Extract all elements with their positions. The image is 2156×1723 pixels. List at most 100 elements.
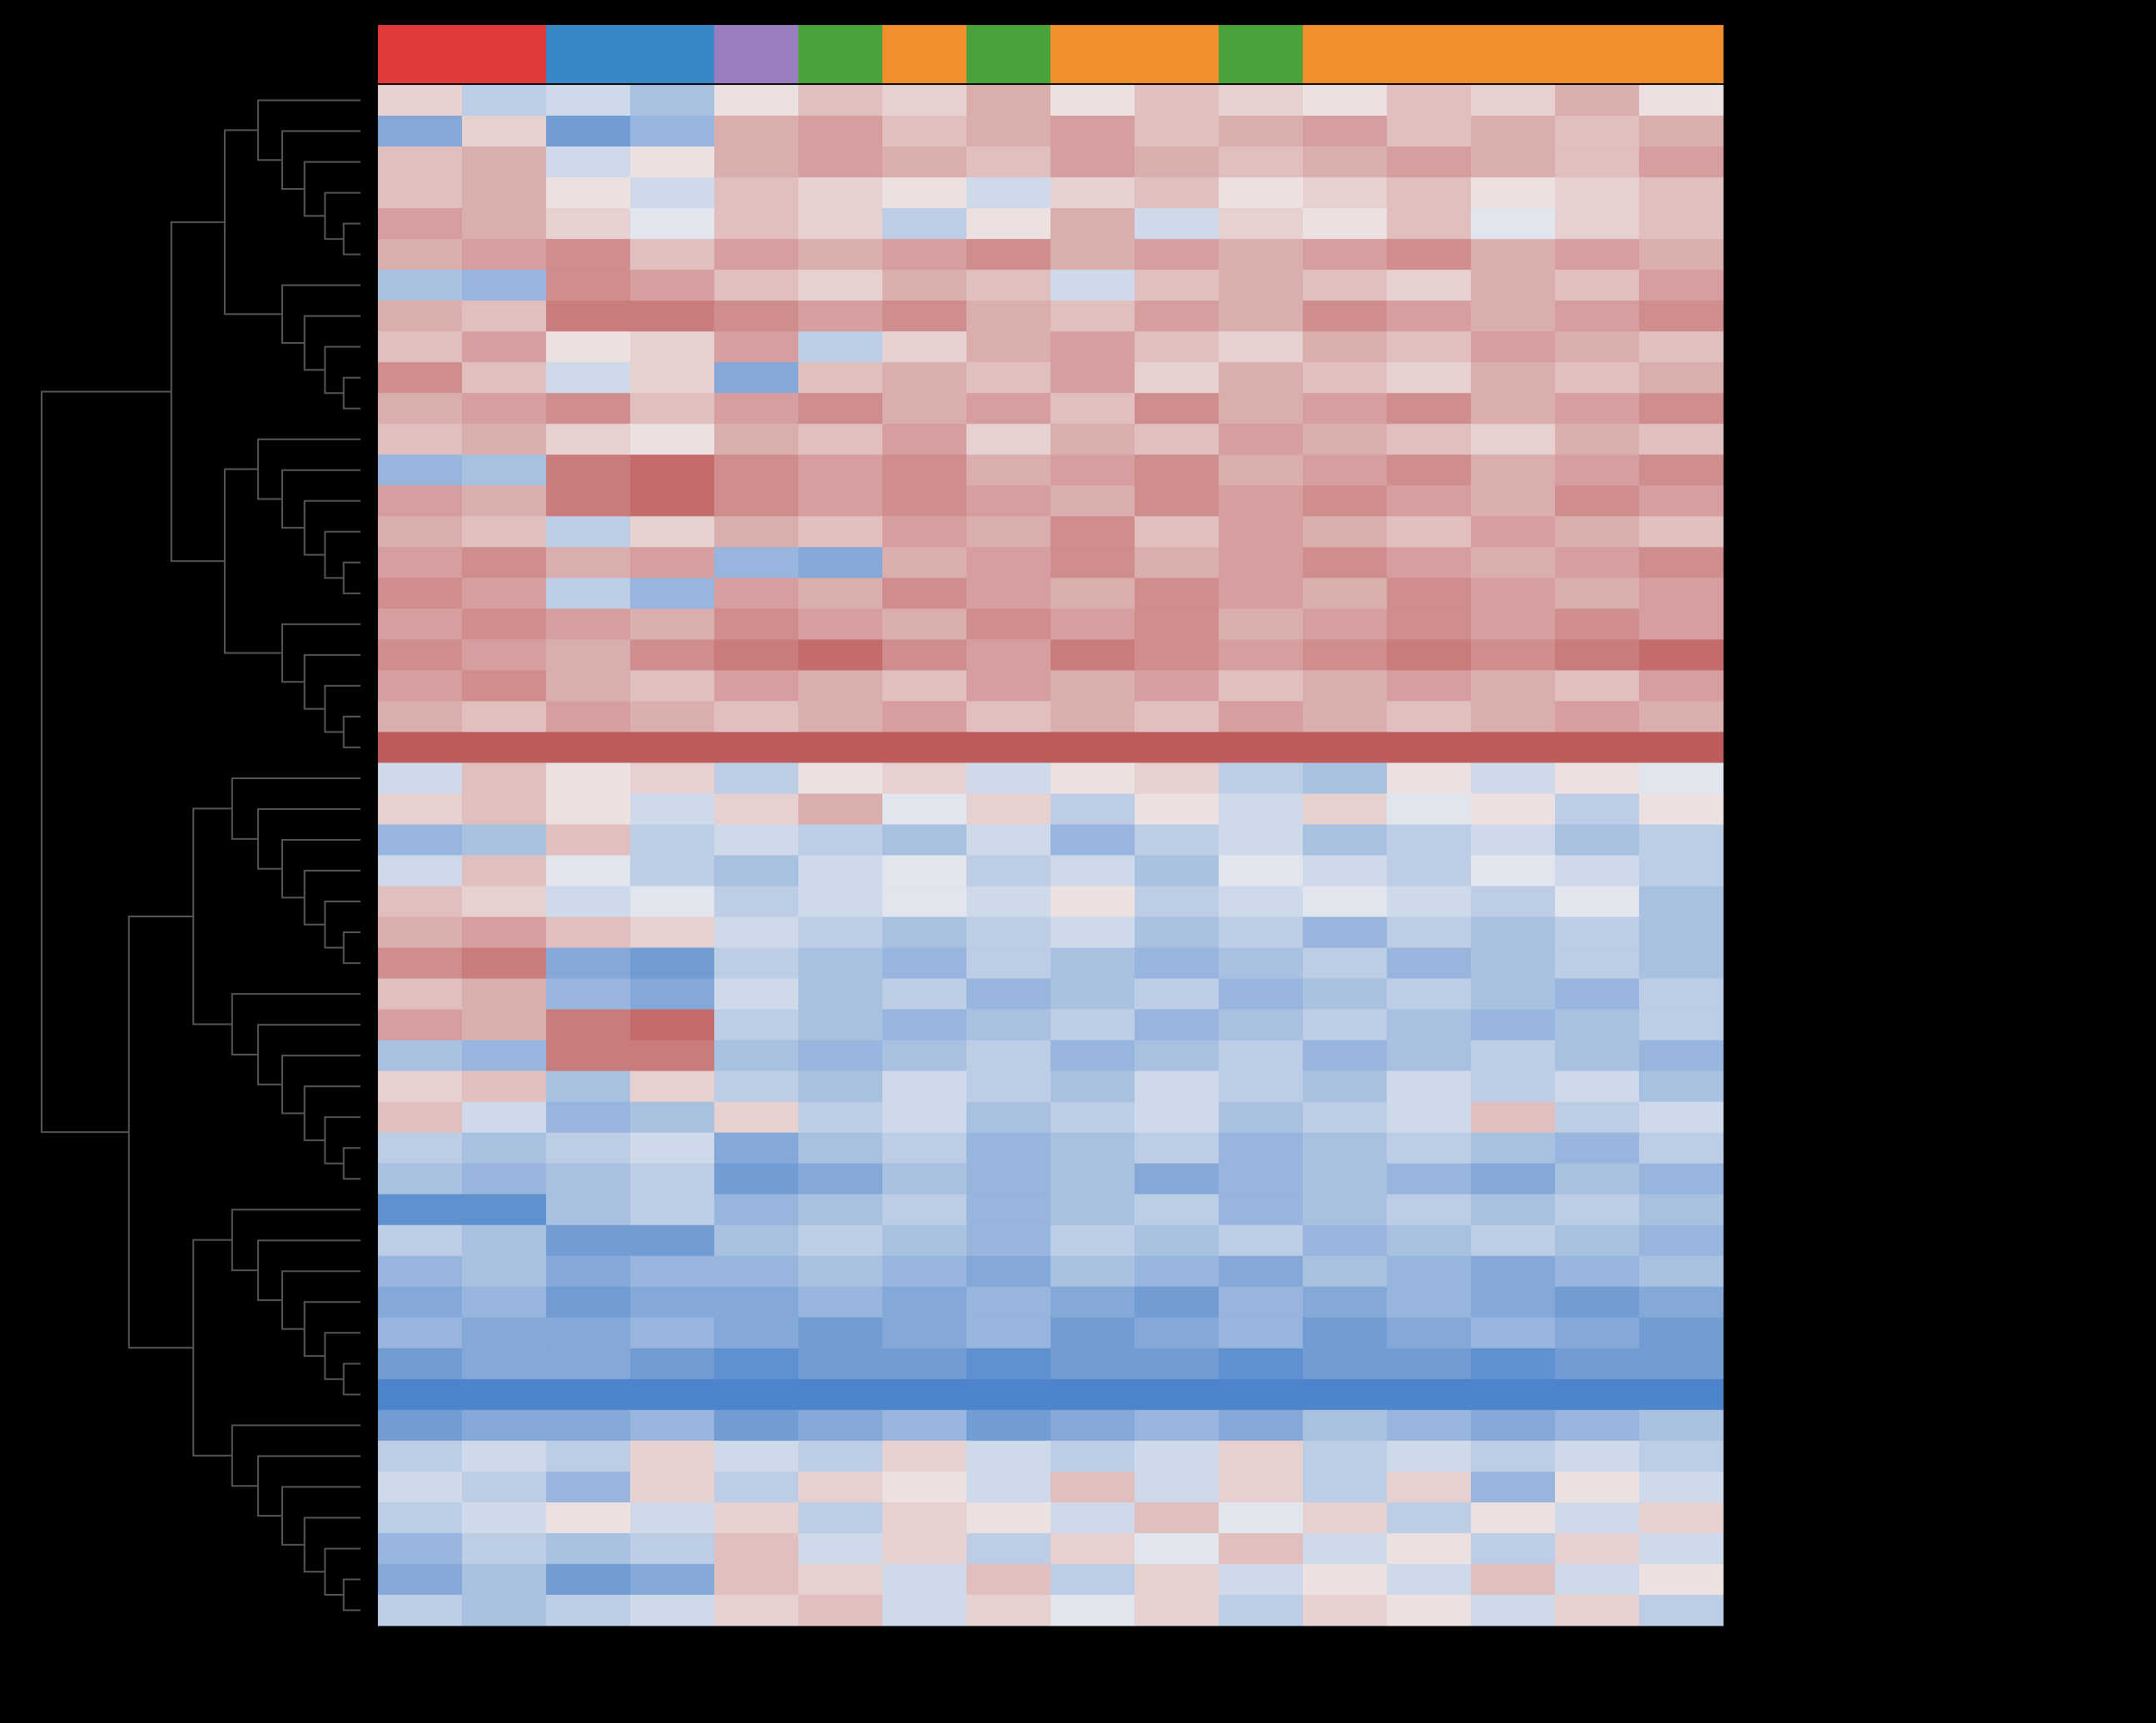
- heatmap-cell: [798, 886, 883, 918]
- dendrogram-link: [324, 345, 360, 395]
- heatmap-cell: [882, 177, 967, 209]
- heatmap-cell: [798, 947, 883, 980]
- heatmap-cell: [714, 1194, 799, 1226]
- heatmap-cell: [630, 1594, 715, 1626]
- heatmap-cell: [966, 1317, 1051, 1349]
- heatmap-cell: [378, 1594, 463, 1626]
- heatmap-cell: [1303, 1070, 1388, 1103]
- heatmap-cell: [714, 855, 799, 887]
- heatmap-cell: [378, 1101, 463, 1134]
- heatmap-cell: [798, 701, 883, 732]
- heatmap-cell: [546, 886, 631, 918]
- heatmap-cell: [1303, 732, 1388, 763]
- heatmap-cell: [546, 1317, 631, 1349]
- heatmap-cell: [1303, 1224, 1388, 1257]
- heatmap-cell: [462, 300, 547, 332]
- heatmap-cell: [1051, 670, 1135, 702]
- heatmap-cell: [546, 608, 631, 640]
- heatmap-cell: [1555, 1040, 1640, 1072]
- heatmap-cell: [1219, 855, 1304, 887]
- heatmap-cell: [378, 578, 463, 609]
- heatmap-cell: [1471, 1563, 1556, 1596]
- heatmap-cell: [882, 793, 967, 825]
- heatmap-cell: [714, 516, 799, 548]
- heatmap-cell: [714, 177, 799, 209]
- heatmap-cell: [1051, 1440, 1135, 1472]
- heatmap-cell: [546, 331, 631, 363]
- heatmap-cell: [1639, 116, 1724, 147]
- heatmap-cell: [1471, 424, 1556, 455]
- heatmap-cell: [546, 1563, 631, 1596]
- heatmap-cell: [1219, 393, 1304, 425]
- heatmap-cell: [966, 393, 1051, 425]
- heatmap-cell: [798, 1286, 883, 1318]
- heatmap-cell: [882, 1563, 967, 1596]
- heatmap-cell: [1219, 424, 1304, 455]
- heatmap-cell: [1639, 454, 1724, 486]
- heatmap-cell: [462, 762, 547, 794]
- heatmap-cell: [1051, 886, 1135, 918]
- heatmap-cell: [378, 1286, 463, 1318]
- heatmap-cell: [1051, 732, 1135, 763]
- heatmap-cell: [462, 1009, 547, 1041]
- heatmap-cell: [1639, 1471, 1724, 1503]
- heatmap-cell: [1555, 331, 1640, 363]
- heatmap-cell: [630, 608, 715, 640]
- column-annotation: [798, 25, 883, 83]
- heatmap-cell: [1639, 1163, 1724, 1195]
- heatmap-cell: [630, 485, 715, 517]
- heatmap-cell: [1051, 1255, 1135, 1288]
- heatmap-cell: [630, 670, 715, 702]
- heatmap-cell: [966, 608, 1051, 640]
- heatmap-cell: [546, 424, 631, 455]
- heatmap-cell: [798, 1378, 883, 1411]
- heatmap-cell: [1219, 701, 1304, 732]
- heatmap-cell: [1219, 116, 1304, 147]
- heatmap-cell: [882, 146, 967, 178]
- heatmap-cell: [462, 886, 547, 918]
- heatmap-cell: [882, 886, 967, 918]
- heatmap-cell: [1135, 424, 1220, 455]
- heatmap-cell: [546, 793, 631, 825]
- heatmap-cell: [1303, 1378, 1388, 1411]
- heatmap-cell: [1639, 485, 1724, 517]
- heatmap-cell: [966, 916, 1051, 949]
- heatmap-cell: [966, 146, 1051, 178]
- heatmap-cell: [462, 424, 547, 455]
- heatmap-cell: [1051, 454, 1135, 486]
- heatmap-cell: [1219, 1255, 1304, 1288]
- heatmap-cell: [378, 1471, 463, 1503]
- heatmap-cell: [966, 270, 1051, 301]
- heatmap-cell: [378, 239, 463, 271]
- column-annotation: [882, 25, 967, 83]
- heatmap-cell: [966, 1563, 1051, 1596]
- heatmap-cell: [546, 701, 631, 732]
- heatmap-cell: [798, 1563, 883, 1596]
- heatmap-cell: [1219, 146, 1304, 178]
- heatmap-cell: [630, 362, 715, 394]
- heatmap-cell: [546, 1594, 631, 1626]
- column-annotation: [462, 25, 547, 83]
- column-annotation: [1555, 25, 1640, 83]
- heatmap-cell: [882, 1163, 967, 1195]
- heatmap-cell: [882, 916, 967, 949]
- heatmap-cell: [1639, 1563, 1724, 1596]
- heatmap-cell: [1387, 1101, 1472, 1134]
- heatmap-cell: [1387, 116, 1472, 147]
- heatmap-cell: [1555, 362, 1640, 394]
- dendrogram-link: [257, 807, 360, 870]
- heatmap-cell: [798, 208, 883, 240]
- heatmap-cell: [462, 793, 547, 825]
- heatmap-cell: [1303, 424, 1388, 455]
- dendrogram-link: [281, 130, 360, 190]
- heatmap-cell: [798, 793, 883, 825]
- dendrogram-link: [257, 1455, 360, 1517]
- heatmap-cell: [378, 270, 463, 301]
- heatmap-cell: [798, 916, 883, 949]
- heatmap-cell: [462, 270, 547, 301]
- heatmap-cell: [714, 1532, 799, 1565]
- heatmap-cell: [966, 454, 1051, 486]
- heatmap-cell: [1471, 270, 1556, 301]
- dendrogram-link: [303, 1301, 360, 1358]
